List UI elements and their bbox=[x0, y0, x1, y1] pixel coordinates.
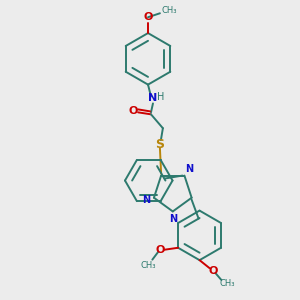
Text: O: O bbox=[143, 12, 153, 22]
Text: O: O bbox=[156, 245, 165, 255]
Text: N: N bbox=[148, 94, 158, 103]
Text: N: N bbox=[142, 195, 151, 205]
Text: CH₃: CH₃ bbox=[162, 6, 177, 15]
Text: S: S bbox=[155, 138, 164, 151]
Text: H: H bbox=[157, 92, 165, 101]
Text: CH₃: CH₃ bbox=[141, 261, 156, 270]
Text: O: O bbox=[209, 266, 218, 276]
Text: CH₃: CH₃ bbox=[220, 279, 235, 288]
Text: N: N bbox=[169, 214, 177, 224]
Text: O: O bbox=[128, 106, 138, 116]
Text: N: N bbox=[185, 164, 193, 174]
